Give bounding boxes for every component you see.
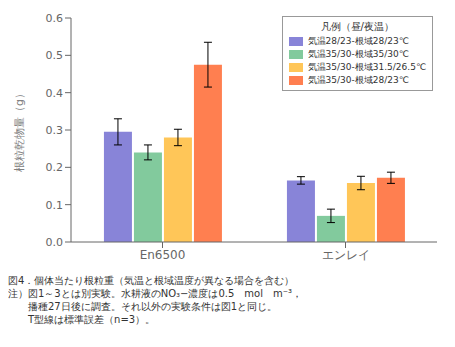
html-text:気温35/30-根域31.5/26.5℃: 気温35/30-根域31.5/26.5℃ (307, 62, 426, 72)
svg-text:0.0: 0.0 (46, 236, 64, 249)
svg-text:En6500: En6500 (140, 248, 186, 262)
html-text:注）図1～3とは別実験。水耕液のNO₃−濃度は0.5 mol: 注）図1～3とは別実験。水耕液のNO₃−濃度は0.5 mol m⁻³， (8, 288, 302, 299)
svg-text:エンレイ: エンレイ (322, 248, 370, 262)
html-text:気温28/23-根域28/23℃: 気温28/23-根域28/23℃ (307, 36, 409, 46)
svg-text:0.6: 0.6 (46, 12, 64, 25)
svg-text:0.4: 0.4 (46, 87, 64, 100)
html-text:気温35/30-根域35/30℃: 気温35/30-根域35/30℃ (307, 49, 409, 59)
html-text:図4．個体当たり根粒重（気温と根域温度が異なる場合を含む）: 図4．個体当たり根粒重（気温と根域温度が異なる場合を含む） (8, 275, 295, 286)
html-text:T型線は標準誤差（n=3）。: T型線は標準誤差（n=3）。 (8, 314, 156, 325)
svg-text:0.3: 0.3 (46, 124, 64, 137)
html-text:凡例（昼/夜温）: 凡例（昼/夜温） (320, 21, 394, 32)
html-text:播種27日後に調査。それ以外の実験条件は図1と同じ。: 播種27日後に調査。それ以外の実験条件は図1と同じ。 (8, 301, 278, 312)
svg-text:0.2: 0.2 (46, 161, 64, 174)
svg-text:根粒乾物量（g）: 根粒乾物量（g） (13, 88, 26, 172)
html-text:気温35/30-根域28/23℃: 気温35/30-根域28/23℃ (307, 75, 409, 85)
svg-text:0.5: 0.5 (46, 49, 64, 62)
svg-text:0.1: 0.1 (46, 199, 64, 212)
